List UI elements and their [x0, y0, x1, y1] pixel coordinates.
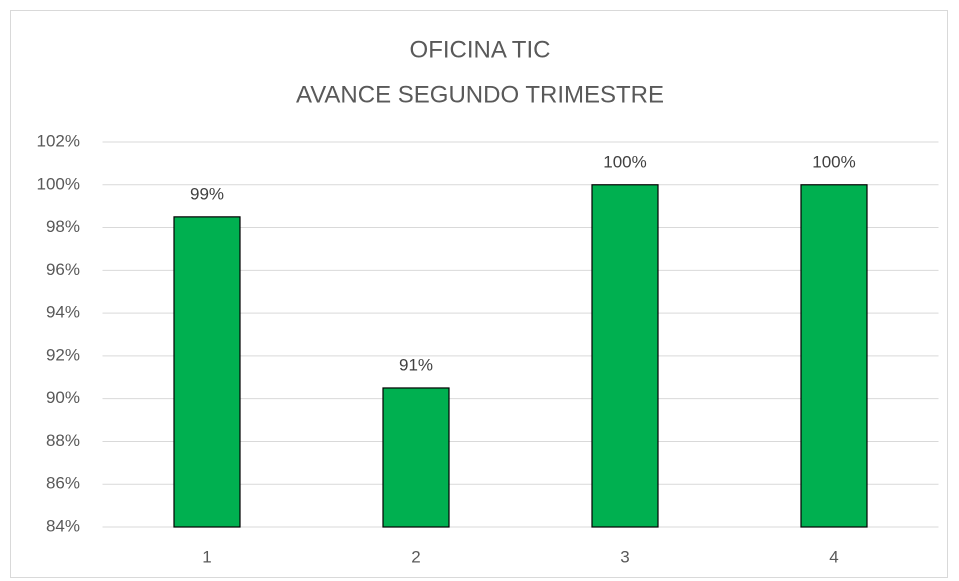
y-tick-label: 90%	[46, 388, 80, 407]
y-tick-label: 94%	[46, 303, 80, 322]
bar	[800, 184, 868, 528]
x-tick-label: 4	[829, 547, 838, 566]
x-tick-label: 1	[202, 547, 211, 566]
value-label: 91%	[399, 355, 433, 374]
chart-title: OFICINA TIC	[410, 36, 551, 63]
y-tick-label: 88%	[46, 431, 80, 450]
y-tick-label: 84%	[46, 516, 80, 535]
y-tick-label: 92%	[46, 345, 80, 364]
bar	[591, 184, 659, 528]
value-label: 99%	[190, 184, 224, 203]
x-tick-label: 3	[620, 547, 629, 566]
value-label: 100%	[812, 152, 855, 171]
x-tick-label: 2	[411, 547, 420, 566]
chart-subtitle: AVANCE SEGUNDO TRIMESTRE	[296, 81, 664, 108]
value-label: 100%	[603, 152, 646, 171]
y-tick-label: 100%	[37, 174, 80, 193]
y-tick-label: 96%	[46, 260, 80, 279]
bar	[382, 387, 450, 528]
y-tick-label: 98%	[46, 217, 80, 236]
y-tick-label: 86%	[46, 474, 80, 493]
chart-border	[10, 10, 948, 578]
y-tick-label: 102%	[37, 131, 80, 150]
bar	[173, 216, 241, 528]
